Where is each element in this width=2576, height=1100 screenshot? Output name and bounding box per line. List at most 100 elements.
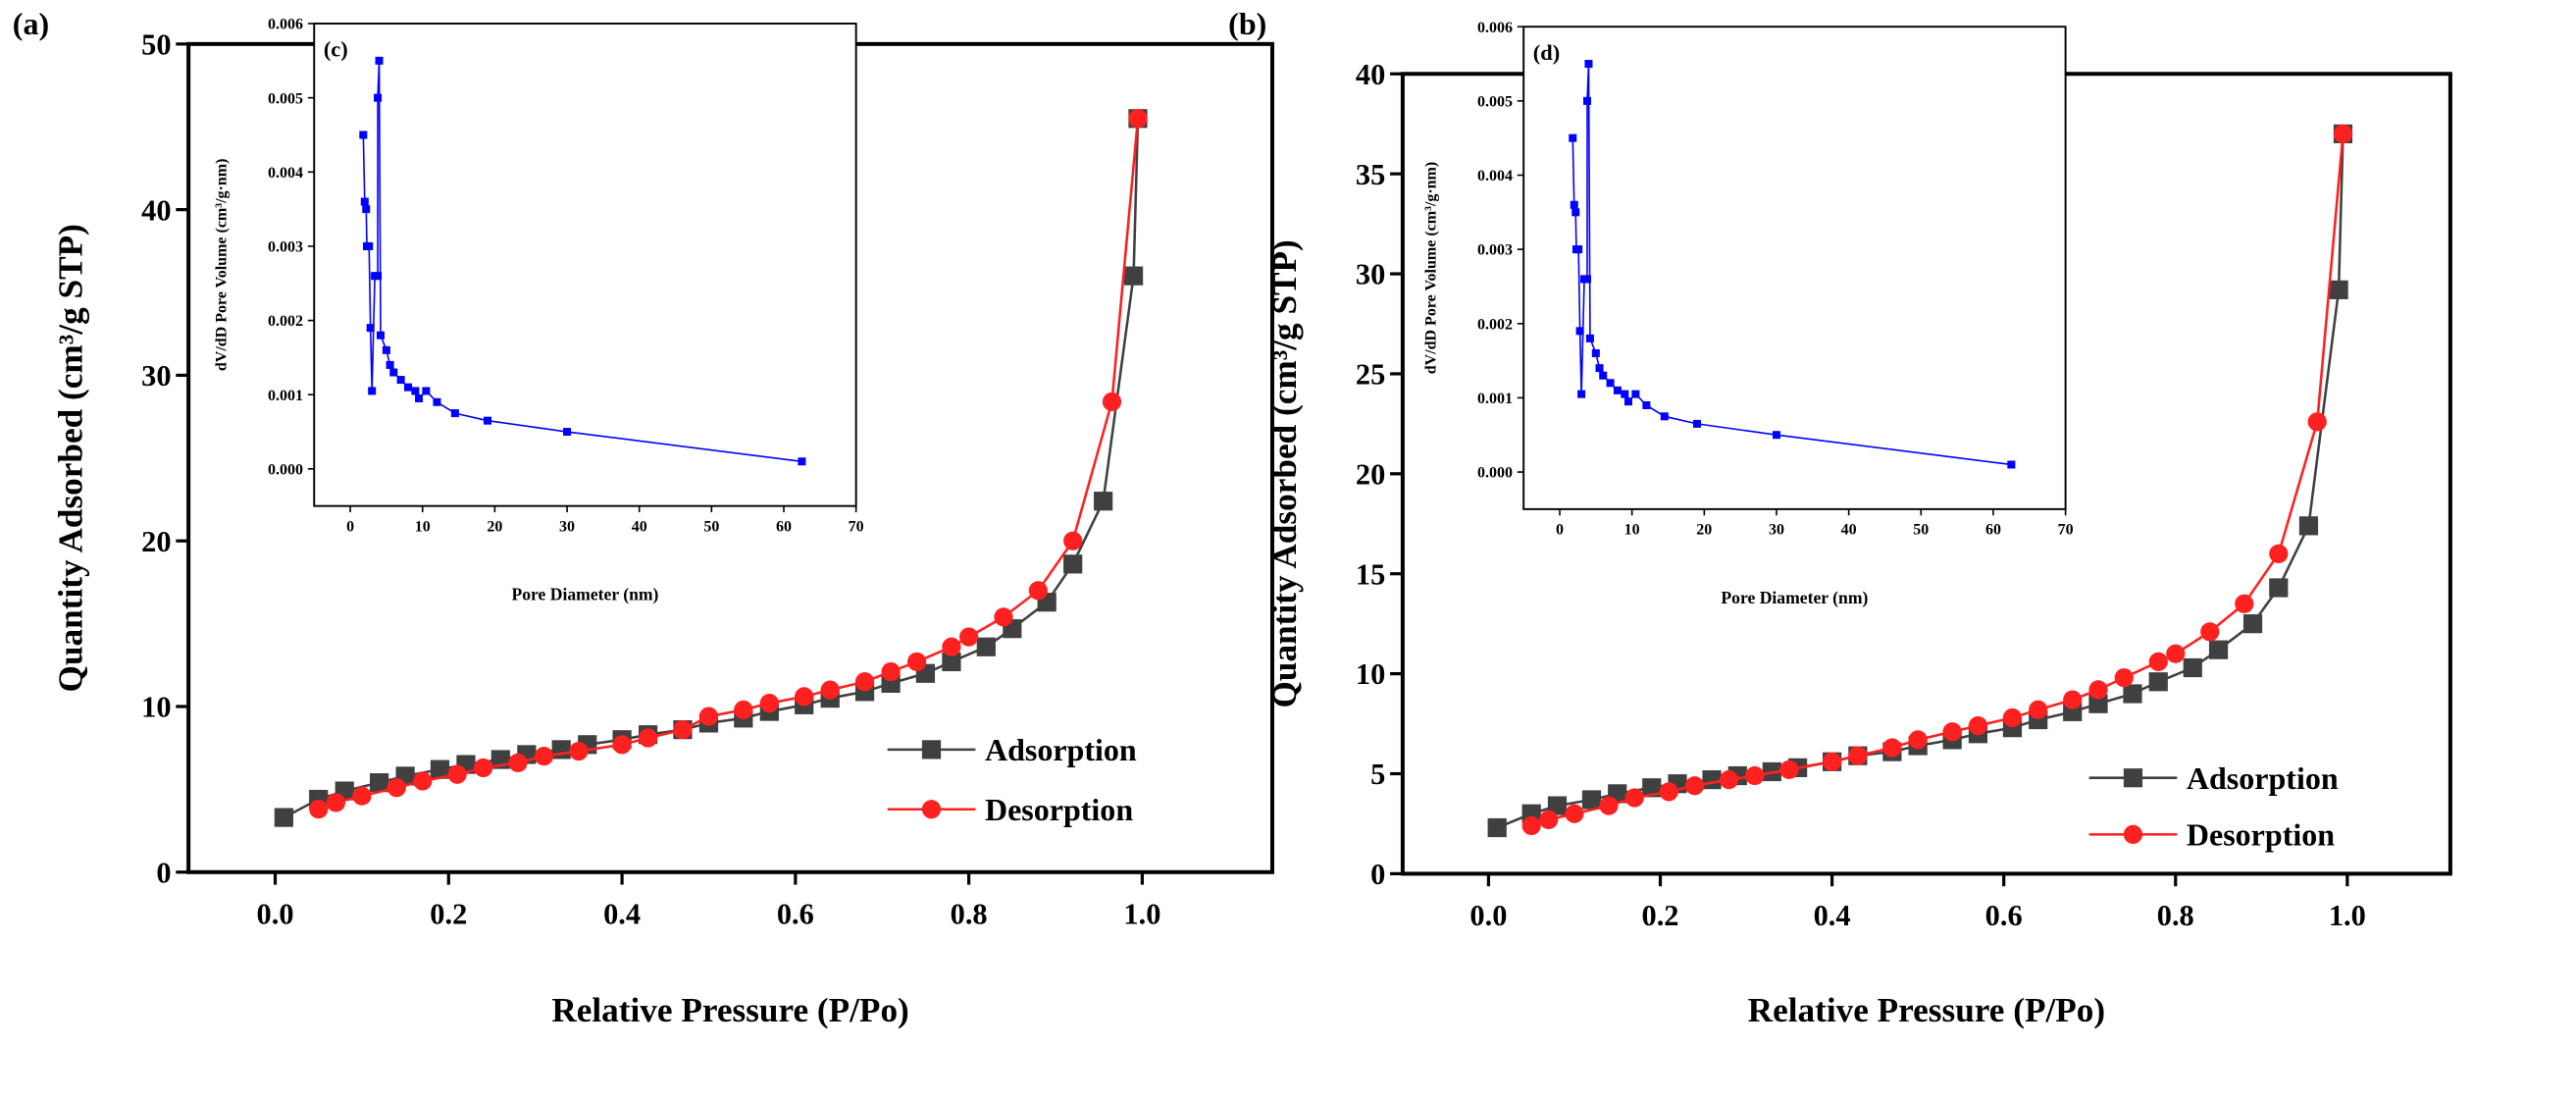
- data-point: [1063, 531, 1083, 550]
- data-point: [1123, 266, 1144, 286]
- data-point: [906, 652, 927, 672]
- x-tick-label: 20: [1696, 521, 1712, 538]
- data-point: [1692, 419, 1701, 428]
- x-tick-label: 40: [1841, 521, 1857, 538]
- data-point: [563, 428, 572, 437]
- data-point: [2333, 124, 2353, 144]
- data-point: [1582, 275, 1592, 284]
- data-point: [698, 707, 719, 726]
- data-point: [1063, 554, 1083, 574]
- data-point: [362, 205, 371, 214]
- y-axis-label: dV/dD Pore Volume (cm³/g·nm): [1423, 162, 1440, 375]
- x-tick-label: 0.8: [951, 898, 988, 931]
- data-point: [569, 741, 589, 761]
- x-tick-label: 70: [2058, 521, 2074, 538]
- data-point: [1569, 133, 1577, 142]
- data-point: [1028, 581, 1048, 601]
- data-point: [1599, 371, 1608, 380]
- data-point: [1772, 431, 1780, 440]
- legend-label-adsorption: Adsorption: [2187, 760, 2339, 796]
- data-point: [2007, 460, 2016, 469]
- data-point: [1745, 765, 1765, 786]
- data-point: [1968, 715, 1988, 736]
- data-point: [450, 409, 459, 418]
- data-point: [386, 778, 406, 798]
- data-point: [2307, 412, 2327, 432]
- y-tick-label: 40: [141, 193, 171, 227]
- data-point: [484, 416, 492, 425]
- data-point: [994, 607, 1013, 627]
- series-line-desorption: [1530, 133, 2344, 827]
- data-point: [508, 753, 528, 772]
- panel-label: (c): [324, 37, 348, 62]
- data-point: [422, 387, 431, 395]
- data-point: [2200, 622, 2220, 642]
- y-tick-label: 0.006: [268, 17, 303, 33]
- data-point: [1624, 788, 1644, 808]
- data-point: [2063, 690, 2083, 709]
- x-tick-label: 0.4: [603, 898, 641, 931]
- data-point: [942, 652, 961, 672]
- data-point: [1582, 96, 1592, 105]
- data-point: [2114, 668, 2134, 688]
- data-point: [360, 197, 369, 206]
- data-point: [1621, 390, 1629, 398]
- y-tick-label: 50: [141, 27, 171, 61]
- data-point: [1882, 738, 1902, 758]
- data-point: [386, 360, 394, 369]
- x-tick-label: 30: [559, 518, 575, 535]
- data-point: [433, 397, 441, 406]
- data-point: [612, 735, 632, 755]
- x-tick-label: 1.0: [2329, 899, 2366, 932]
- y-tick-label: 0.002: [1477, 316, 1513, 333]
- x-tick-label: 70: [849, 518, 864, 535]
- x-tick-label: 0.0: [257, 898, 294, 931]
- panel-label: (d): [1533, 40, 1560, 65]
- y-tick-label: 40: [1356, 58, 1385, 91]
- data-point: [959, 627, 979, 647]
- x-axis-label: Pore Diameter (nm): [1721, 588, 1868, 607]
- data-point: [1660, 412, 1669, 421]
- data-point: [411, 387, 420, 395]
- data-point: [374, 93, 383, 102]
- data-point: [2269, 578, 2289, 598]
- x-tick-label: 0.2: [430, 898, 467, 931]
- y-tick-label: 0.002: [268, 313, 303, 330]
- data-point: [382, 345, 390, 354]
- x-tick-label: 30: [1769, 521, 1784, 538]
- data-point: [820, 680, 840, 700]
- data-point: [1581, 790, 1602, 810]
- x-tick-label: 0: [1556, 521, 1564, 538]
- data-point: [1539, 810, 1559, 829]
- data-point: [673, 720, 693, 740]
- data-point: [1613, 386, 1622, 394]
- y-tick-label: 10: [141, 691, 171, 724]
- panel-label: (a): [13, 6, 49, 41]
- y-tick-label: 15: [1356, 557, 1385, 591]
- x-tick-label: 60: [776, 518, 792, 535]
- data-point: [1606, 379, 1615, 388]
- y-tick-label: 0.000: [1477, 465, 1513, 482]
- x-tick-label: 20: [487, 518, 502, 535]
- data-point: [352, 786, 372, 806]
- data-point: [2002, 707, 2023, 728]
- data-point: [1128, 109, 1148, 129]
- data-point: [976, 637, 996, 656]
- data-point: [1595, 364, 1604, 373]
- x-tick-label: 10: [1624, 521, 1640, 538]
- y-tick-label: 0.005: [1477, 93, 1513, 110]
- x-tick-label: 40: [632, 518, 647, 535]
- data-point: [1102, 392, 1122, 412]
- data-point: [377, 331, 386, 340]
- legend-marker: [2123, 768, 2143, 788]
- x-tick-label: 0.6: [1985, 899, 2023, 932]
- y-tick-label: 0.004: [268, 165, 303, 182]
- y-axis-label: Quantity Adsorbed (cm³/g STP): [51, 224, 89, 692]
- data-point: [309, 800, 329, 819]
- data-point: [1684, 776, 1705, 796]
- data-point: [326, 793, 346, 812]
- data-point: [2235, 594, 2254, 613]
- x-tick-label: 50: [1913, 521, 1929, 538]
- y-tick-label: 20: [1356, 457, 1385, 491]
- data-point: [1571, 208, 1580, 217]
